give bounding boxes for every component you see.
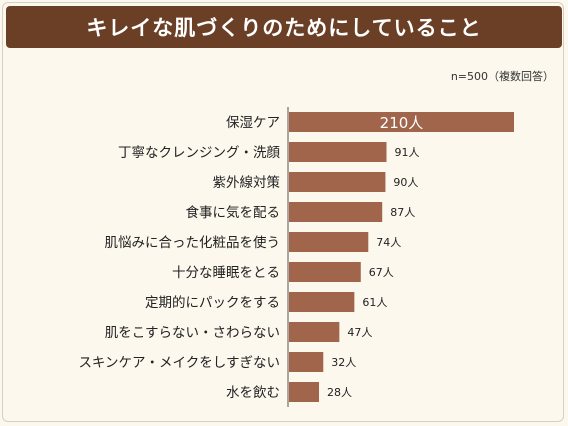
category-label-3: 食事に気を配る	[186, 204, 281, 221]
bar-6	[289, 292, 355, 312]
sample-note: n=500（複数回答）	[450, 70, 554, 83]
category-label-5: 十分な睡眠をとる	[172, 265, 280, 281]
value-label-0: 210人	[380, 114, 424, 132]
bar-5	[289, 262, 361, 282]
bar-7	[289, 322, 340, 342]
value-label-4: 74人	[376, 236, 401, 249]
value-label-9: 28人	[327, 386, 352, 399]
bar-2	[289, 172, 386, 192]
chart-frame	[2, 2, 564, 422]
value-label-6: 61人	[362, 296, 387, 309]
category-label-2: 紫外線対策	[213, 174, 281, 191]
chart-title: キレイな肌づくりのためにしていること	[6, 6, 562, 48]
category-label-8: スキンケア・メイクをしすぎない	[78, 355, 280, 371]
bar-9	[289, 382, 319, 402]
category-label-7: 肌をこすらない・さわらない	[105, 325, 280, 341]
bar-4	[289, 232, 369, 252]
value-label-1: 91人	[395, 146, 420, 159]
bar-1	[289, 142, 387, 162]
category-label-1: 丁寧なクレンジング・洗顔	[118, 144, 280, 161]
category-label-9: 水を飲む	[226, 385, 280, 401]
bar-0	[289, 112, 514, 132]
value-label-2: 90人	[393, 176, 418, 189]
category-label-6: 定期的にパックをする	[145, 295, 280, 311]
value-label-3: 87人	[390, 206, 415, 219]
bar-3	[289, 202, 383, 222]
category-label-0: 保湿ケア	[226, 115, 280, 131]
category-label-4: 肌悩みに合った化粧品を使う	[105, 234, 281, 251]
value-label-5: 67人	[369, 266, 394, 279]
value-label-8: 32人	[331, 356, 356, 369]
bar-8	[289, 352, 324, 372]
value-label-7: 47人	[347, 326, 372, 339]
